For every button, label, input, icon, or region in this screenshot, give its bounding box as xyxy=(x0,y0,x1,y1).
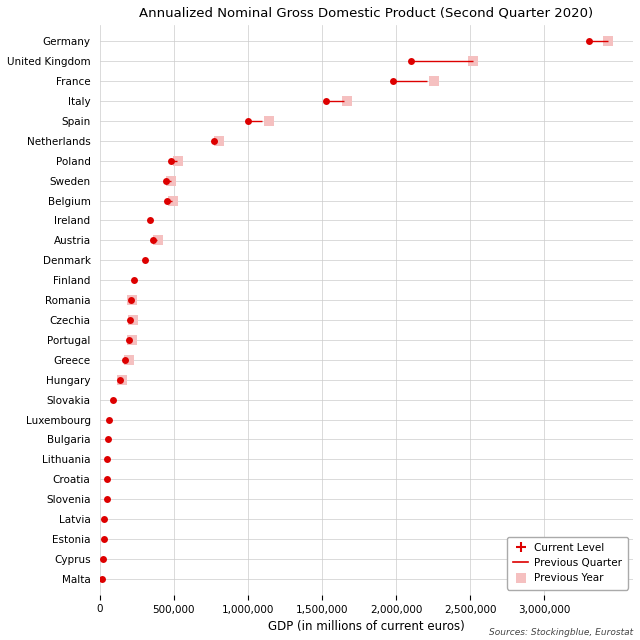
Text: Sources: Stockingblue, Eurostat: Sources: Stockingblue, Eurostat xyxy=(490,628,634,637)
Title: Annualized Nominal Gross Domestic Product (Second Quarter 2020): Annualized Nominal Gross Domestic Produc… xyxy=(140,7,593,20)
X-axis label: GDP (in millions of current euros): GDP (in millions of current euros) xyxy=(268,620,465,633)
Legend: Current Level, Previous Quarter, Previous Year: Current Level, Previous Quarter, Previou… xyxy=(506,537,628,589)
